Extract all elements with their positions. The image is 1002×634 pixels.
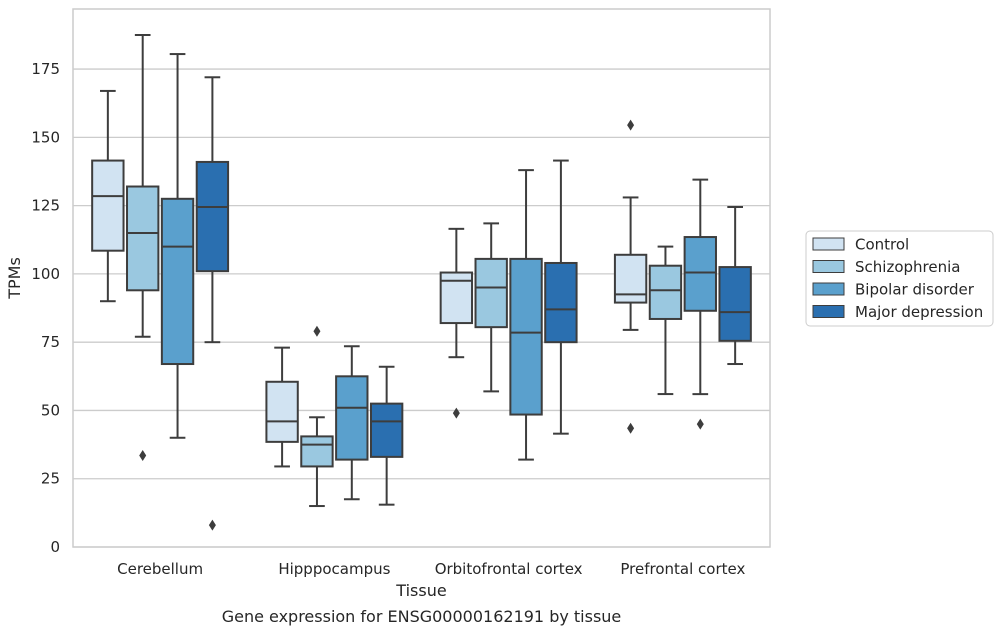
x-tick-label-3: Prefrontal cortex [620, 560, 745, 578]
box-0-0 [91, 89, 125, 303]
box-2-2 [509, 169, 543, 461]
y-axis-label: TPMs [5, 257, 24, 300]
outlier-point-0 [313, 325, 321, 337]
y-tick-label-3: 75 [41, 333, 60, 351]
box-body [683, 236, 717, 312]
y-tick-label-1: 25 [41, 470, 60, 488]
y-tick-label-5: 125 [31, 197, 60, 215]
box-body [335, 375, 369, 461]
box-2-1 [474, 222, 508, 393]
y-tick-label-7: 175 [31, 60, 60, 78]
box-2-0 [439, 227, 474, 419]
legend-label-2: Bipolar disorder [855, 281, 975, 299]
legend-swatch-3 [812, 305, 845, 318]
legend: Control Schizophrenia Bipolar disorder Majo… [805, 230, 994, 327]
legend-swatch-2 [812, 282, 845, 296]
chart-caption: Gene expression for ENSG00000162191 by t… [222, 607, 622, 626]
legend-frame [805, 230, 994, 327]
box-body [160, 197, 195, 366]
box-body [265, 380, 299, 443]
y-tick-label-6: 150 [31, 128, 60, 146]
box-body [369, 402, 404, 458]
outlier-point-0 [627, 422, 635, 434]
outlier-point-0 [208, 519, 216, 531]
box-body [300, 435, 334, 468]
box-0-2 [160, 53, 195, 439]
box-0-3 [195, 76, 230, 531]
box-3-0 [613, 119, 648, 434]
box-series [91, 33, 752, 531]
legend-label-1: Schizophrenia [855, 258, 960, 276]
box-3-3 [718, 205, 752, 366]
box-body [718, 266, 752, 342]
y-tick-label-2: 50 [41, 401, 60, 419]
box-1-1 [300, 325, 334, 508]
box-body [544, 261, 578, 344]
box-1-2 [335, 345, 369, 501]
y-tick-label-4: 100 [31, 265, 60, 283]
legend-swatch-1 [812, 260, 845, 273]
x-axis-label: Tissue [395, 581, 446, 600]
legend-label-0: Control [855, 236, 909, 254]
box-1-3 [369, 365, 404, 506]
x-tick-labels: Cerebellum Hipppocampus Orbitofrontal cort… [117, 560, 745, 578]
box-2-3 [544, 159, 578, 435]
outlier-point-1 [627, 119, 635, 131]
y-tick-label-0: 0 [50, 538, 60, 556]
box-1-0 [265, 346, 299, 468]
x-tick-label-1: Hipppocampus [278, 560, 390, 578]
outlier-point-0 [139, 450, 147, 462]
box-body [195, 160, 230, 273]
box-body [126, 185, 160, 292]
outlier-point-0 [696, 418, 704, 430]
box-0-1 [126, 33, 160, 462]
x-tick-label-0: Cerebellum [117, 560, 203, 578]
plot-frame [72, 8, 771, 548]
legend-swatch-0 [812, 237, 845, 251]
outlier-point-0 [452, 407, 460, 419]
legend-label-3: Major depression [855, 303, 983, 321]
box-body [613, 253, 648, 304]
box-body [509, 257, 543, 416]
x-tick-label-2: Orbitofrontal cortex [435, 560, 583, 578]
box-body [474, 257, 508, 329]
box-3-1 [648, 245, 683, 396]
box-body [91, 159, 125, 252]
box-body [648, 264, 683, 320]
y-tick-labels: 0 25 50 75 100 125 150 175 [31, 60, 60, 556]
box-3-2 [683, 178, 717, 430]
